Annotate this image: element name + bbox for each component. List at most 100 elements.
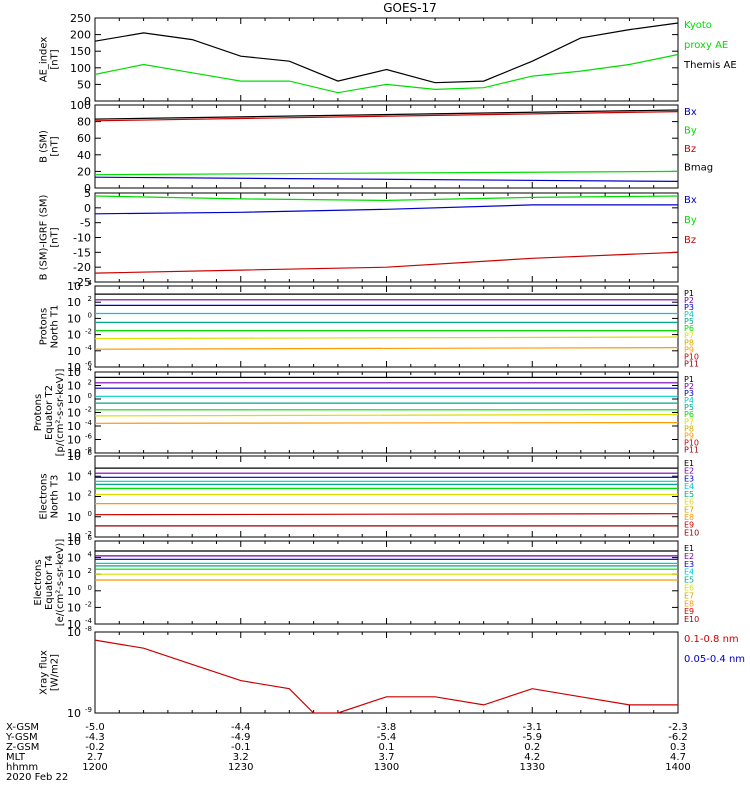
panel-2: 0 20 40 60 80 100 B (SM) [nT] Bx By Bz Bmag <box>39 99 714 195</box>
y-tick-label: 10 <box>67 618 81 631</box>
y-tick-label: 0 <box>84 182 91 195</box>
legend-item: E3 <box>684 560 694 569</box>
y-axis-label: Equator T4 <box>44 555 55 610</box>
legend-item: Bx <box>684 107 697 118</box>
y-tick-label: 20 <box>77 165 91 178</box>
y-tick-label: 10 <box>67 420 81 433</box>
legend-item: E2 <box>684 552 694 561</box>
y-axis-label: [nT] <box>50 227 61 247</box>
y-tick-exponent: -4 <box>85 617 93 625</box>
series-p7 <box>94 336 679 340</box>
legend-item: E9 <box>684 607 694 616</box>
footer-date: 2020 Feb 22 <box>6 772 68 783</box>
legend-item: E2 <box>684 467 694 476</box>
legend-item: P5 <box>684 403 694 412</box>
footer-value: 3.2 <box>233 752 249 763</box>
legend-item: P9 <box>684 431 694 440</box>
y-tick-label: 10 <box>67 380 81 393</box>
footer-row-label: X-GSM <box>6 722 39 733</box>
y-tick-label: 10 <box>67 393 81 406</box>
y-tick-label: 10 <box>67 434 81 447</box>
footer-value: -5.4 <box>377 732 397 743</box>
y-axis-label: Equator T2 <box>44 385 55 440</box>
series-0-1-0-8-nm <box>94 639 678 714</box>
y-tick-exponent: 0 <box>88 584 92 592</box>
y-tick-label: 10 <box>67 491 81 504</box>
legend-item: P10 <box>684 352 699 361</box>
legend-item: E1 <box>684 544 694 553</box>
footer-value: -5.9 <box>522 732 542 743</box>
y-tick-label: -25 <box>73 276 91 289</box>
plot-frame <box>94 371 679 454</box>
legend-item: E4 <box>684 568 694 577</box>
plot-frame <box>94 285 679 368</box>
legend-item: E6 <box>684 498 694 507</box>
figure-title: GOES-17 <box>383 1 437 15</box>
legend-item: P6 <box>684 410 694 419</box>
legend-item: Bmag <box>684 162 713 173</box>
legend-item: E5 <box>684 490 694 499</box>
y-axis-label: [nT] <box>50 49 61 69</box>
footer-value: -4.4 <box>231 722 251 733</box>
footer-value: 0.1 <box>379 742 395 753</box>
series-kyoto-proxy-ae <box>94 53 679 94</box>
y-axis-label: Electrons <box>39 473 50 519</box>
footer-value: -4.9 <box>231 732 251 743</box>
y-tick-exponent: 4 <box>88 469 93 477</box>
footer-table: X-GSM -5.0 -4.4 -3.8 -3.1 -2.3 Y-GSM -4.3 -4.9 -5… <box>5 722 691 783</box>
y-axis-label: AE_index <box>39 37 50 83</box>
legend-item: By <box>684 215 697 226</box>
y-tick-exponent: -2 <box>85 328 92 336</box>
y-tick-label: 10 <box>67 568 81 581</box>
legend-item: Bx <box>684 195 697 206</box>
panel-8: 10 -9 10 -8 Xray flux [W/m2] 0.1-0.8 nm 0.05-0.… <box>39 625 746 720</box>
y-tick-label: 10 <box>67 601 81 614</box>
series-bx <box>94 204 678 215</box>
series-bz <box>94 251 679 274</box>
y-tick-label: 10 <box>67 447 81 460</box>
series-themis-ae <box>94 22 679 84</box>
y-tick-exponent: -4 <box>85 419 93 427</box>
y-axis-label: [W/m2] <box>50 654 61 691</box>
y-tick-exponent: -4 <box>85 344 93 352</box>
footer-value: -0.1 <box>231 742 251 753</box>
y-tick-label: -15 <box>73 246 91 259</box>
y-tick-exponent: 0 <box>88 392 92 400</box>
footer-row-label: Y-GSM <box>5 732 38 743</box>
footer-value: -3.1 <box>522 722 542 733</box>
y-axis-label: Protons <box>33 394 44 431</box>
legend-item: Bz <box>684 235 696 246</box>
footer-row-label: MLT <box>6 752 26 763</box>
y-tick-label: 10 <box>67 535 81 548</box>
series-p8 <box>94 347 679 350</box>
y-tick-exponent: 2 <box>88 295 92 303</box>
y-axis-label: North T3 <box>50 475 61 519</box>
y-tick-exponent: -2 <box>85 406 92 414</box>
y-tick-label: 150 <box>70 45 91 58</box>
footer-value: -2.3 <box>668 722 688 733</box>
y-tick-label: 5 <box>84 187 91 200</box>
legend-item: P6 <box>684 324 694 333</box>
plot-frame <box>94 192 679 283</box>
plot-frame <box>94 631 679 714</box>
y-tick-label: 100 <box>70 99 91 112</box>
footer-value: 0.2 <box>524 742 540 753</box>
y-tick-label: 50 <box>77 78 91 91</box>
series-bz <box>94 111 679 122</box>
legend-item: E1 <box>684 459 694 468</box>
legend-item: P7 <box>684 417 694 426</box>
footer-value: 1330 <box>520 762 545 773</box>
series-bmag <box>94 109 679 120</box>
y-tick-label: -10 <box>73 232 91 245</box>
legend-item: P8 <box>684 338 694 347</box>
legend-item: 0.1-0.8 nm <box>684 634 739 645</box>
footer-value: 4.7 <box>670 752 686 763</box>
y-tick-exponent: 4 <box>88 365 93 373</box>
y-tick-label: 10 <box>67 707 81 720</box>
legend-item: P9 <box>684 345 694 354</box>
series-p7 <box>94 413 679 417</box>
panel-5: 10 -8 10 -6 10 -4 10 -2 10 0 10 2 10 4 Protons Equator … <box>33 365 699 460</box>
y-tick-exponent: 4 <box>88 279 93 287</box>
